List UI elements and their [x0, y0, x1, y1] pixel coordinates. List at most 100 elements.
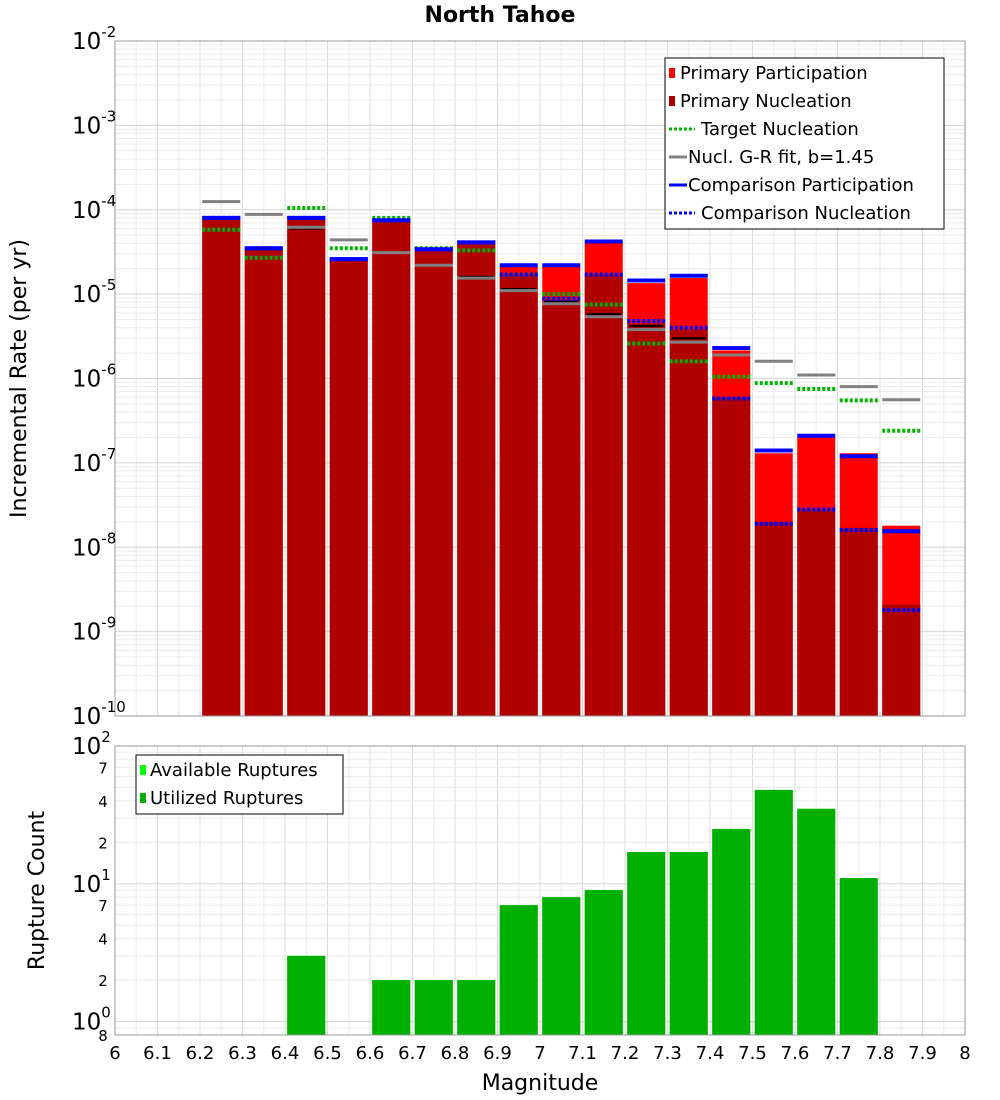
y-tick-exponent: -2	[101, 23, 116, 41]
y-tick-exponent: -5	[101, 276, 116, 294]
top-plot-frame	[114, 40, 966, 717]
x-tick-label: 6	[109, 1043, 120, 1064]
primary-nucleation-bar	[882, 604, 921, 716]
legend-swatch	[140, 765, 146, 775]
utilized-ruptures-bar	[372, 980, 411, 1035]
utilized-ruptures-bar	[414, 980, 453, 1035]
y-tick-label: 10-2	[72, 23, 116, 55]
x-axis-label: Magnitude	[482, 1071, 599, 1096]
bottom-y-axis-label: Rupture Count	[25, 811, 50, 971]
x-tick-label: 7.4	[696, 1043, 725, 1064]
chart-title: North Tahoe	[425, 3, 576, 28]
primary-nucleation-bar	[839, 527, 878, 716]
primary-nucleation-bar	[797, 509, 836, 716]
legend-label: Primary Nucleation	[680, 91, 852, 112]
x-tick-label: 6.6	[356, 1043, 385, 1064]
primary-nucleation-bar	[712, 397, 751, 716]
bottom-plot-frame	[114, 745, 966, 1036]
legend-label: Comparison Participation	[688, 175, 914, 196]
y-tick-label: 10-6	[72, 361, 116, 393]
x-tick-label: 6.9	[483, 1043, 512, 1064]
y-tick-exponent: 0	[101, 1004, 111, 1022]
y-tick-exponent: -7	[101, 445, 116, 463]
x-tick-label: 7.3	[653, 1043, 682, 1064]
y-tick-base: 10	[72, 872, 101, 898]
primary-nucleation-bar	[414, 250, 453, 717]
y-tick-base: 10	[72, 535, 101, 561]
top-y-axis-label: Incremental Rate (per yr)	[7, 239, 32, 518]
x-tick-label: 6.3	[228, 1043, 257, 1064]
top-legend: Primary Participation Primary Nucleation T…	[664, 57, 945, 230]
primary-nucleation-bar	[287, 218, 326, 716]
legend-label: Comparison Nucleation	[701, 203, 911, 224]
primary-nucleation-bar	[202, 218, 241, 716]
legend-label: Nucl. G-R fit, b=1.45	[688, 147, 874, 168]
y-tick-label: 10-7	[72, 445, 116, 477]
legend-swatch	[669, 96, 675, 106]
utilized-ruptures-bar	[499, 905, 538, 1035]
top-legend-box	[664, 57, 945, 230]
y-tick-label: 10-5	[72, 276, 116, 308]
y-minor-tick-label: 8	[98, 1027, 108, 1045]
primary-nucleation-bar	[669, 329, 708, 716]
y-tick-exponent: -8	[101, 529, 116, 547]
primary-nucleation-bar	[457, 244, 496, 717]
y-tick-exponent: -6	[101, 361, 116, 379]
y-tick-label: 10-10	[72, 698, 126, 730]
x-tick-label: 6.4	[271, 1043, 300, 1064]
bottom-plot-bars	[287, 789, 878, 1035]
y-tick-label: 100	[72, 1004, 111, 1036]
y-tick-base: 10	[72, 704, 101, 730]
x-tick-label: 7.5	[738, 1043, 767, 1064]
x-tick-label: 7.9	[908, 1043, 937, 1064]
y-tick-base: 10	[72, 29, 101, 55]
y-tick-base: 10	[72, 620, 101, 646]
y-minor-tick-label: 7	[98, 897, 108, 915]
x-tick-label: 7.2	[611, 1043, 640, 1064]
utilized-ruptures-bar	[712, 828, 751, 1035]
legend-label: Available Ruptures	[150, 760, 318, 781]
y-tick-base: 10	[72, 734, 101, 760]
x-axis-ticks: 6 6.1 6.2 6.3 6.4 6.5 6.6 6.7 6.8 6.9 7 7.1 7.2 7.3 7.…	[109, 1043, 970, 1064]
x-tick-label: 6.8	[441, 1043, 470, 1064]
legend-swatch	[140, 793, 146, 803]
utilized-ruptures-bar	[287, 955, 326, 1035]
y-tick-exponent: -3	[101, 107, 116, 125]
x-tick-label: 6.1	[143, 1043, 172, 1064]
x-tick-label: 7.8	[866, 1043, 895, 1064]
y-tick-label: 10-4	[72, 192, 116, 224]
primary-nucleation-bar	[244, 249, 283, 716]
y-tick-label: 10-8	[72, 529, 116, 561]
y-tick-label: 101	[72, 866, 111, 898]
x-tick-label: 8	[959, 1043, 970, 1064]
utilized-ruptures-bar	[754, 789, 793, 1035]
top-plot-bars	[202, 218, 921, 717]
y-tick-label: 102	[72, 728, 111, 760]
primary-nucleation-bar	[542, 302, 581, 716]
y-tick-label: 10-9	[72, 614, 116, 646]
y-tick-exponent: -4	[101, 192, 116, 210]
y-tick-label: 10-3	[72, 107, 116, 139]
y-minor-tick-label: 4	[98, 931, 108, 949]
utilized-ruptures-bar	[669, 852, 708, 1035]
x-tick-label: 7.6	[781, 1043, 810, 1064]
y-tick-exponent: -9	[101, 614, 116, 632]
legend-label: Utilized Ruptures	[150, 788, 303, 809]
utilized-ruptures-bar	[584, 890, 623, 1035]
x-tick-label: 6.2	[186, 1043, 215, 1064]
primary-nucleation-bar	[329, 259, 368, 716]
utilized-ruptures-bar	[627, 852, 666, 1035]
y-minor-tick-label: 4	[98, 793, 108, 811]
primary-nucleation-bar	[584, 274, 623, 716]
y-tick-base: 10	[72, 451, 101, 477]
y-minor-tick-label: 2	[98, 972, 108, 990]
utilized-ruptures-bar	[457, 980, 496, 1035]
utilized-ruptures-bar	[839, 878, 878, 1035]
primary-nucleation-bar	[372, 221, 411, 716]
y-tick-base: 10	[72, 282, 101, 308]
primary-nucleation-bar	[754, 521, 793, 716]
y-tick-base: 10	[72, 113, 101, 139]
bottom-legend-box	[135, 754, 344, 815]
